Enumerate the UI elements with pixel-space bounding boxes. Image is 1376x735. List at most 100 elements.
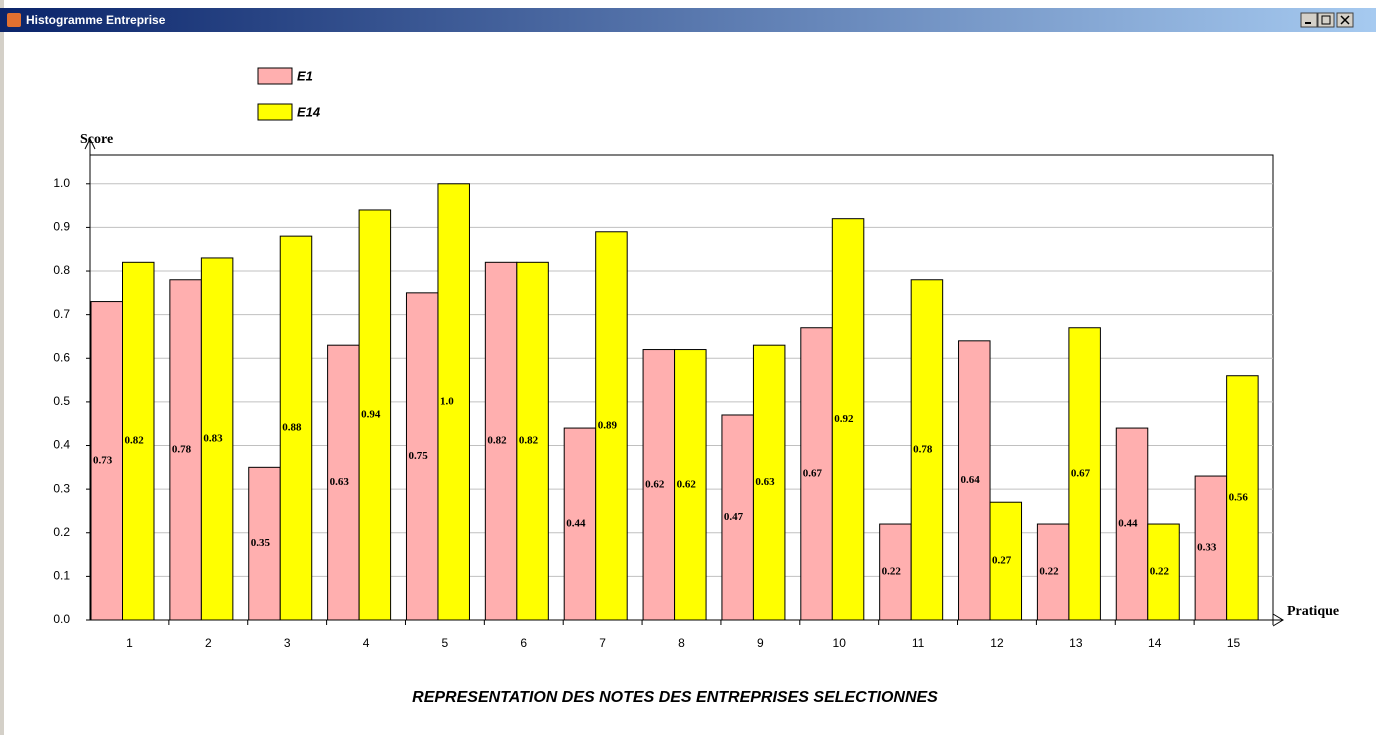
x-tick-label: 5 <box>442 636 449 650</box>
value-label: 1.0 <box>440 395 454 407</box>
value-label: 0.33 <box>1197 542 1217 554</box>
value-label: 0.63 <box>755 476 775 488</box>
x-tick-label: 3 <box>284 636 291 650</box>
x-tick-label: 9 <box>757 636 764 650</box>
value-label: 0.94 <box>361 409 381 421</box>
y-tick-label: 0.1 <box>53 569 70 583</box>
bar <box>879 523 912 621</box>
close-icon <box>1340 15 1350 25</box>
maximize-button[interactable] <box>1317 12 1335 28</box>
bar <box>1115 427 1149 621</box>
legend-swatch <box>257 67 293 85</box>
window-title: Histogramme Entreprise <box>26 13 166 27</box>
bar <box>516 261 549 621</box>
bar <box>437 183 470 621</box>
window-border <box>0 0 4 735</box>
bar <box>595 231 628 621</box>
bar <box>484 261 518 621</box>
x-tick-label: 8 <box>678 636 685 650</box>
x-tick-label: 11 <box>912 636 925 650</box>
y-axis-label: Score <box>80 132 113 147</box>
maximize-icon <box>1321 15 1331 25</box>
title-bar <box>0 8 1376 32</box>
bar <box>752 344 786 621</box>
value-label: 0.22 <box>1039 566 1059 578</box>
chart-title: REPRESENTATION DES NOTES DES ENTREPRISES… <box>412 689 938 706</box>
window-buttons[interactable] <box>1300 12 1354 28</box>
y-tick-label: 0.8 <box>53 263 70 277</box>
bar <box>169 279 202 621</box>
y-tick-label: 1.0 <box>53 176 70 190</box>
bar <box>90 301 123 621</box>
value-label: 0.44 <box>1118 518 1138 530</box>
value-label: 0.64 <box>961 474 981 486</box>
bar <box>674 349 707 621</box>
value-label: 0.78 <box>913 443 933 455</box>
value-label: 0.82 <box>125 435 145 447</box>
x-tick-label: 4 <box>363 636 370 650</box>
app-icon <box>7 13 21 27</box>
y-tick-label: 0.6 <box>53 350 70 364</box>
bar <box>831 218 865 621</box>
x-tick-label: 2 <box>205 636 212 650</box>
bar <box>1147 523 1180 621</box>
bar <box>1068 327 1101 621</box>
bar <box>200 257 234 621</box>
bar <box>248 466 281 621</box>
value-label: 0.89 <box>598 419 618 431</box>
value-label: 0.75 <box>408 450 428 462</box>
bar <box>122 261 155 621</box>
y-tick-label: 0.3 <box>53 481 70 495</box>
x-tick-label: 13 <box>1069 636 1083 650</box>
x-tick-label: 7 <box>599 636 606 650</box>
bar <box>327 344 360 621</box>
x-tick-label: 15 <box>1227 636 1241 650</box>
value-label: 0.83 <box>203 433 223 445</box>
bar <box>958 340 991 621</box>
value-label: 0.47 <box>724 511 744 523</box>
value-label: 0.78 <box>172 443 192 455</box>
legend-label: E1 <box>297 68 313 83</box>
bar <box>563 427 597 621</box>
bar <box>910 279 944 621</box>
value-label: 0.62 <box>645 478 665 490</box>
y-tick-label: 0.2 <box>53 525 70 539</box>
value-label: 0.27 <box>992 555 1012 567</box>
x-tick-label: 12 <box>990 636 1004 650</box>
x-tick-label: 6 <box>520 636 527 650</box>
value-label: 0.62 <box>677 478 697 490</box>
y-tick-label: 0.9 <box>53 220 70 234</box>
bar <box>358 209 392 621</box>
value-label: 0.22 <box>1150 566 1170 578</box>
y-tick-label: 0.7 <box>53 307 70 321</box>
bar <box>405 292 439 621</box>
x-tick-label: 1 <box>126 636 133 650</box>
x-tick-label: 14 <box>1148 636 1162 650</box>
bar <box>642 349 676 621</box>
legend-swatch <box>257 103 293 121</box>
bar <box>1226 375 1259 621</box>
y-tick-label: 0.0 <box>53 612 70 626</box>
value-label: 0.35 <box>251 537 271 549</box>
value-label: 0.63 <box>330 476 350 488</box>
bar <box>279 235 313 621</box>
value-label: 0.56 <box>1229 491 1249 503</box>
value-label: 0.22 <box>882 566 902 578</box>
y-tick-label: 0.5 <box>53 394 70 408</box>
minimize-button[interactable] <box>1300 12 1318 28</box>
y-tick-label: 0.4 <box>53 438 70 452</box>
value-label: 0.67 <box>803 467 823 479</box>
value-label: 0.67 <box>1071 467 1091 479</box>
value-label: 0.73 <box>93 454 113 466</box>
value-label: 0.82 <box>519 435 539 447</box>
value-label: 0.82 <box>487 435 507 447</box>
x-tick-label: 10 <box>833 636 847 650</box>
bar <box>989 501 1023 621</box>
legend-label: E14 <box>297 104 321 119</box>
value-label: 0.44 <box>566 518 586 530</box>
value-label: 0.92 <box>834 413 854 425</box>
value-label: 0.88 <box>282 422 302 434</box>
y-axis-arrow <box>84 137 96 620</box>
x-axis-label: Pratique <box>1287 604 1339 619</box>
